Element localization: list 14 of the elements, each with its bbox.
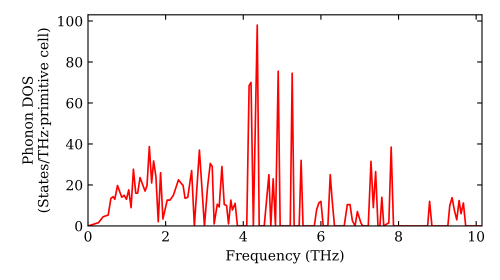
y-tick-label: 80 bbox=[66, 56, 82, 68]
x-tick-label: 8 bbox=[395, 231, 402, 242]
y-tick-label: 20 bbox=[66, 180, 82, 190]
y-tick-label: 40 bbox=[66, 138, 82, 150]
x-tick-label: 4 bbox=[239, 231, 247, 242]
x-axis-title: Frequency (THz) bbox=[226, 250, 344, 264]
x-tick-label: 10 bbox=[469, 231, 484, 242]
x-tick-label: 6 bbox=[317, 231, 324, 242]
y-tick-label: 60 bbox=[66, 98, 82, 108]
y-tick-label: 0 bbox=[75, 220, 82, 232]
y-tick-label: 100 bbox=[58, 16, 82, 26]
x-tick-label: 2 bbox=[162, 231, 169, 242]
y-axis-title: Phonon DOS (States/THz·primitive cell) bbox=[22, 28, 52, 212]
x-tick-label: 0 bbox=[84, 231, 92, 242]
